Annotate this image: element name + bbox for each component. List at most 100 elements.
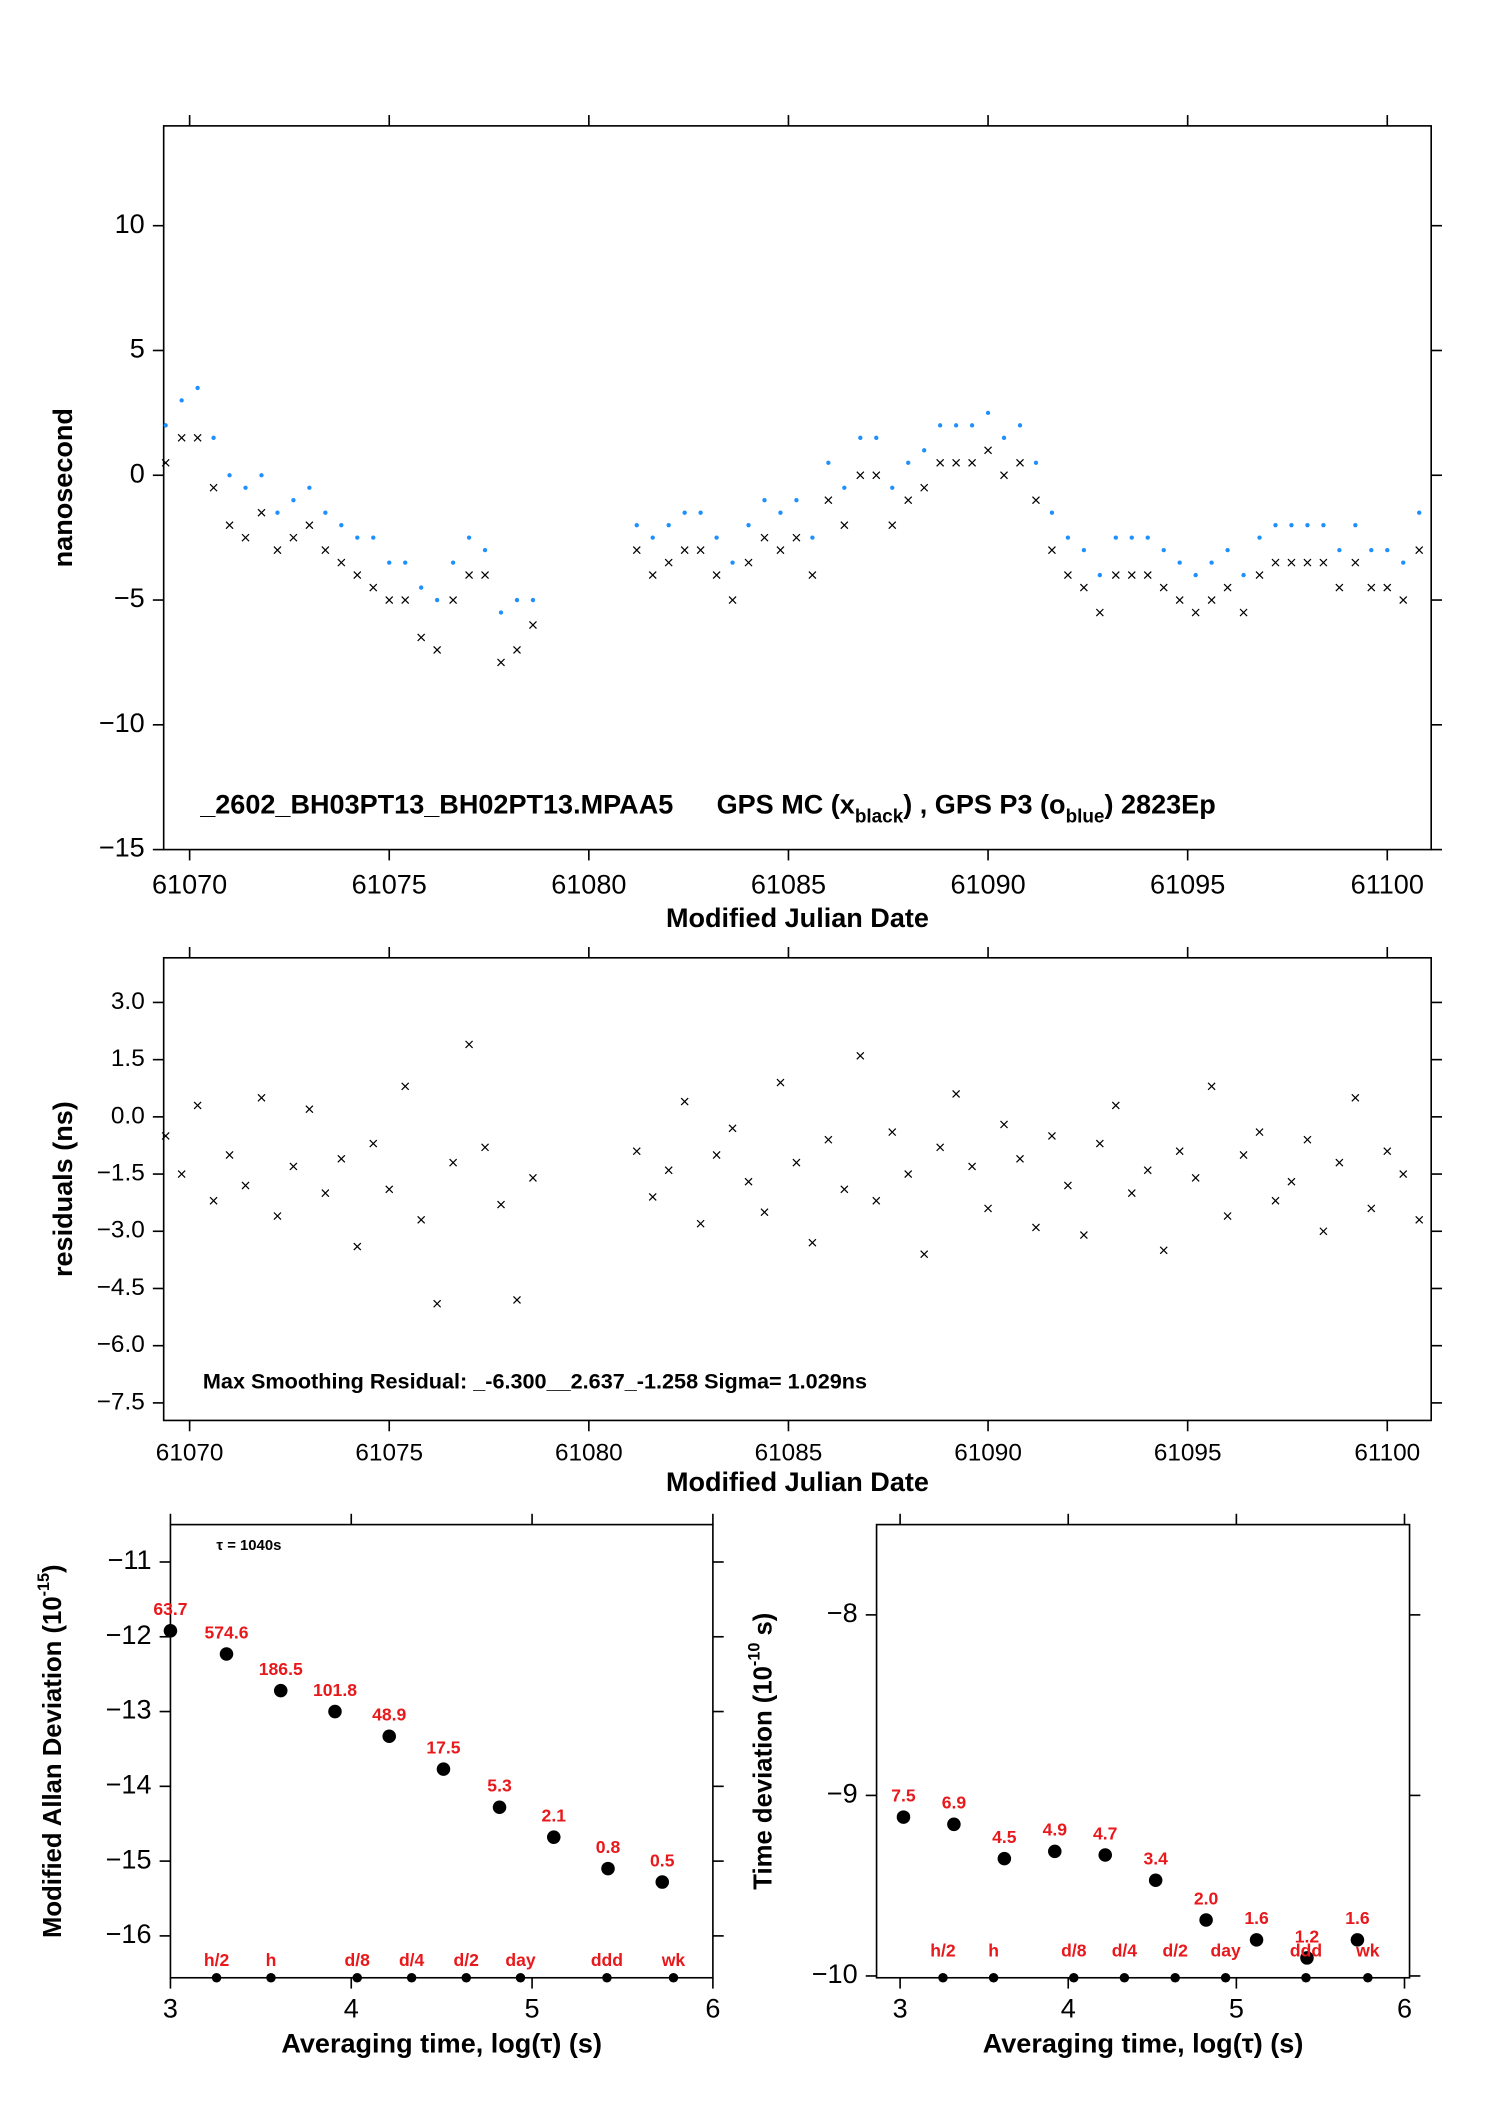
data-point bbox=[650, 535, 655, 540]
data-point bbox=[385, 1185, 394, 1194]
data-point bbox=[450, 560, 456, 565]
data-point bbox=[632, 1147, 641, 1156]
data-point bbox=[434, 597, 440, 603]
y-axis-label-part: ) bbox=[39, 1564, 67, 1573]
data-point bbox=[1127, 1189, 1136, 1198]
data-point bbox=[1303, 558, 1312, 567]
x-tick-label: 61075 bbox=[352, 869, 427, 899]
data-point bbox=[728, 1124, 737, 1133]
data-point bbox=[1271, 558, 1280, 567]
data-point bbox=[760, 1208, 769, 1217]
tau-mark-label: ddd bbox=[591, 1950, 623, 1970]
data-point bbox=[936, 458, 945, 467]
y-axis-label-part: -15 bbox=[35, 1573, 53, 1596]
data-point bbox=[289, 1162, 298, 1171]
data-point bbox=[1111, 1101, 1120, 1110]
data-point bbox=[1175, 596, 1184, 604]
tau-mark-label: d/8 bbox=[345, 1950, 371, 1970]
data-point bbox=[1111, 571, 1120, 580]
data-point bbox=[1159, 583, 1168, 592]
data-point bbox=[601, 1861, 615, 1876]
y-tick-label: −6.0 bbox=[97, 1331, 145, 1358]
data-point bbox=[985, 410, 991, 416]
legend-text: (o bbox=[1033, 789, 1066, 819]
data-point bbox=[888, 1128, 897, 1137]
tau-mark bbox=[1301, 1973, 1311, 1983]
data-point bbox=[744, 558, 753, 567]
data-point bbox=[273, 1212, 282, 1220]
data-point bbox=[387, 560, 392, 565]
point-label: 2.0 bbox=[1194, 1888, 1219, 1908]
data-point bbox=[1300, 1951, 1314, 1965]
data-point bbox=[321, 1189, 330, 1198]
point-label: 186.5 bbox=[259, 1659, 303, 1679]
data-point bbox=[808, 1238, 817, 1247]
x-tick-label: 61070 bbox=[152, 869, 227, 899]
data-point bbox=[1350, 1933, 1365, 1947]
data-point bbox=[1239, 1151, 1248, 1159]
x-axis-label: Averaging time, log(τ) (s) bbox=[983, 2029, 1304, 2059]
data-point bbox=[382, 1729, 396, 1743]
data-point bbox=[824, 1135, 833, 1144]
data-point bbox=[1383, 583, 1392, 592]
data-point bbox=[920, 483, 929, 492]
data-point bbox=[1385, 547, 1390, 553]
data-point bbox=[680, 546, 689, 555]
data-point bbox=[1287, 558, 1296, 567]
data-point bbox=[1159, 1246, 1168, 1255]
data-point bbox=[1177, 560, 1182, 565]
legend-text: (x bbox=[823, 789, 855, 819]
y-axis-label-part: Modified Allan Deviation (10 bbox=[39, 1596, 67, 1938]
point-label: 574.6 bbox=[204, 1622, 248, 1642]
data-point bbox=[1175, 1147, 1184, 1156]
data-point bbox=[936, 1143, 945, 1152]
data-point bbox=[712, 571, 721, 580]
data-point bbox=[1032, 1223, 1040, 1232]
data-point bbox=[177, 433, 186, 442]
data-point bbox=[328, 1704, 342, 1719]
tau-mark bbox=[461, 1973, 471, 1983]
data-point bbox=[1047, 1131, 1056, 1140]
data-point bbox=[1047, 546, 1056, 555]
data-point bbox=[243, 485, 248, 490]
data-point bbox=[1273, 523, 1278, 528]
point-label: 2.1 bbox=[542, 1806, 567, 1826]
point-label: 5.3 bbox=[487, 1776, 512, 1796]
data-point bbox=[1337, 547, 1342, 553]
data-point bbox=[529, 1173, 537, 1182]
y-axis-label: Time deviation (10-10 s) bbox=[746, 1613, 778, 1890]
data-point bbox=[241, 1181, 250, 1190]
data-point bbox=[696, 546, 705, 555]
data-point bbox=[648, 571, 657, 580]
data-point bbox=[632, 546, 641, 555]
data-point bbox=[257, 508, 266, 517]
y-axis-label-part: -10 bbox=[746, 1643, 764, 1666]
data-point bbox=[1249, 1933, 1264, 1947]
data-point bbox=[1032, 496, 1040, 505]
data-point bbox=[1335, 583, 1344, 592]
y-axis-label-part: s) bbox=[749, 1613, 777, 1643]
data-point bbox=[401, 596, 410, 604]
y-tick-label: 10 bbox=[115, 209, 145, 239]
data-point bbox=[353, 1242, 362, 1251]
data-point bbox=[403, 560, 408, 565]
data-point bbox=[1095, 1139, 1104, 1148]
y-axis-label: residuals (ns) bbox=[48, 1101, 78, 1277]
data-point bbox=[1097, 572, 1103, 578]
data-point bbox=[1255, 1128, 1264, 1137]
data-point bbox=[513, 645, 521, 654]
tau-mark-label: day bbox=[505, 1950, 536, 1970]
data-point bbox=[952, 1090, 961, 1098]
x-tick-label: 61100 bbox=[1351, 869, 1424, 899]
tau-mark-label: h bbox=[266, 1950, 277, 1970]
data-point bbox=[840, 1185, 849, 1194]
x-tick-label: 61095 bbox=[1154, 1440, 1222, 1467]
tau-mark-label: wk bbox=[1355, 1941, 1380, 1961]
data-point bbox=[714, 535, 719, 540]
data-point bbox=[1001, 435, 1007, 440]
data-point bbox=[1367, 583, 1376, 592]
tau-mark-label: h/2 bbox=[204, 1950, 230, 1970]
y-tick-label: −7.5 bbox=[97, 1388, 145, 1415]
data-point bbox=[291, 498, 296, 503]
data-point bbox=[275, 510, 280, 515]
